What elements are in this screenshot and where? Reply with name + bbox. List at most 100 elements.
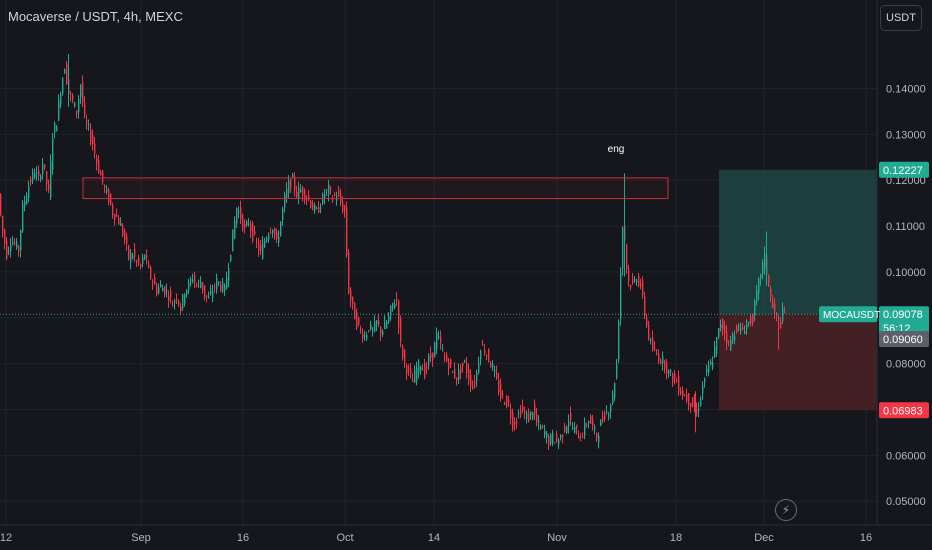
candle <box>356 312 358 328</box>
candle <box>282 208 284 220</box>
candle <box>526 412 528 419</box>
candle <box>758 278 760 294</box>
candle <box>768 275 770 287</box>
candle <box>618 321 620 361</box>
candle <box>54 123 56 133</box>
candle <box>244 223 246 228</box>
candle <box>338 190 340 196</box>
symbol-label-bg <box>819 306 877 323</box>
candle <box>288 180 290 193</box>
candle <box>466 363 468 374</box>
candle <box>596 433 598 439</box>
candle <box>170 290 172 297</box>
y-tick-label: 0.08000 <box>886 359 926 371</box>
lightning-icon[interactable]: ⚡ <box>775 499 797 521</box>
take-profit-price-label: 0.12227 <box>883 165 923 177</box>
candle <box>166 290 168 292</box>
x-tick-label: 16 <box>237 532 249 544</box>
candle <box>298 187 300 199</box>
time-axis[interactable]: 12 Sep 16 Oct 14 Nov 18 Dec 16 <box>0 524 932 544</box>
candle <box>302 186 304 196</box>
candle <box>2 216 4 232</box>
candle <box>600 419 602 426</box>
candle <box>688 393 690 406</box>
candle <box>732 334 734 341</box>
candle <box>704 378 706 383</box>
candle <box>648 324 650 339</box>
candle <box>390 305 392 317</box>
candle <box>344 205 346 212</box>
candle <box>500 383 502 398</box>
candle <box>486 355 488 357</box>
candle <box>614 383 616 398</box>
candle <box>710 361 712 366</box>
candle <box>654 347 656 349</box>
candle <box>62 78 64 94</box>
candle <box>598 435 600 443</box>
symbol-label: MOCAUSDT <box>823 310 880 321</box>
candle <box>108 190 110 203</box>
candle <box>496 372 498 379</box>
candle <box>114 214 116 221</box>
candle <box>20 230 22 251</box>
candle <box>712 362 714 368</box>
candle <box>612 393 614 404</box>
candle <box>378 320 380 325</box>
candle <box>172 304 174 307</box>
candle <box>534 403 536 415</box>
candle <box>380 326 382 335</box>
candle <box>160 283 162 287</box>
y-tick-label: 0.10000 <box>886 267 926 279</box>
candle <box>398 300 400 328</box>
candle <box>604 413 606 420</box>
candle <box>680 390 682 395</box>
candle <box>328 184 330 195</box>
candle <box>412 380 414 382</box>
candle <box>226 277 228 289</box>
candle <box>602 417 604 421</box>
candle <box>358 317 360 325</box>
candle <box>120 223 122 226</box>
candle <box>50 160 52 199</box>
price-axis[interactable]: 0.14000 0.13000 0.12000 0.11000 0.10000 0.080… <box>876 0 926 525</box>
candle <box>650 338 652 341</box>
candle <box>34 174 36 179</box>
candle <box>452 371 454 373</box>
candle <box>272 229 274 234</box>
currency-button[interactable]: USDT <box>880 5 922 31</box>
candle <box>200 281 202 288</box>
candle <box>588 421 590 424</box>
candle <box>634 279 636 281</box>
candle <box>522 406 524 412</box>
candle <box>512 412 514 429</box>
candle <box>16 241 18 249</box>
candle <box>578 436 580 439</box>
candle <box>150 267 152 279</box>
candle <box>724 326 726 334</box>
candle <box>368 330 370 332</box>
candle <box>408 368 410 370</box>
candle <box>780 322 782 328</box>
candle <box>574 427 576 433</box>
last-price-bg <box>879 306 929 337</box>
candle <box>148 263 150 268</box>
candle <box>532 412 534 419</box>
candle <box>396 299 398 301</box>
candle <box>784 312 786 314</box>
candle <box>514 422 516 425</box>
candle <box>286 188 288 198</box>
candle <box>490 363 492 368</box>
candle <box>268 234 270 240</box>
candle <box>354 303 356 320</box>
candle <box>78 99 80 113</box>
candle <box>260 245 262 251</box>
candle <box>684 395 686 397</box>
candle <box>116 215 118 217</box>
candle <box>606 411 608 413</box>
candle <box>320 207 322 209</box>
candle <box>240 207 242 220</box>
candle <box>778 317 780 319</box>
candle <box>472 386 474 388</box>
candle <box>126 235 128 244</box>
